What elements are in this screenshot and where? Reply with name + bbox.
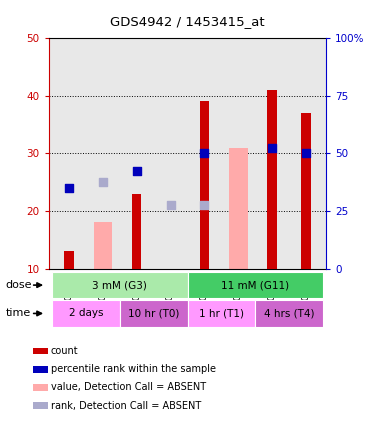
Point xyxy=(303,150,309,157)
Bar xyxy=(200,102,209,269)
Text: count: count xyxy=(51,346,78,356)
Bar xyxy=(132,194,141,269)
Bar xyxy=(33,348,48,354)
Text: 4 hrs (T4): 4 hrs (T4) xyxy=(264,308,314,319)
Text: 11 mM (G11): 11 mM (G11) xyxy=(221,280,289,290)
Text: percentile rank within the sample: percentile rank within the sample xyxy=(51,364,216,374)
Bar xyxy=(94,222,112,269)
Text: 10 hr (T0): 10 hr (T0) xyxy=(128,308,179,319)
Text: rank, Detection Call = ABSENT: rank, Detection Call = ABSENT xyxy=(51,401,201,411)
Point xyxy=(66,184,72,191)
Bar xyxy=(188,272,323,298)
Bar xyxy=(188,300,255,327)
Text: GDS4942 / 1453415_at: GDS4942 / 1453415_at xyxy=(110,15,265,28)
Text: 3 mM (G3): 3 mM (G3) xyxy=(92,280,147,290)
Point xyxy=(100,179,106,186)
Text: time: time xyxy=(6,308,31,319)
Bar xyxy=(229,148,248,269)
Bar xyxy=(120,300,188,327)
Point xyxy=(134,167,140,174)
Bar xyxy=(33,366,48,373)
Point xyxy=(269,144,275,151)
Bar xyxy=(267,90,277,269)
Bar xyxy=(255,300,323,327)
Bar xyxy=(33,402,48,409)
Point xyxy=(168,202,174,209)
Bar xyxy=(52,272,188,298)
Point xyxy=(201,150,207,157)
Text: value, Detection Call = ABSENT: value, Detection Call = ABSENT xyxy=(51,382,206,393)
Bar xyxy=(64,251,74,269)
Point xyxy=(201,202,207,209)
Text: 1 hr (T1): 1 hr (T1) xyxy=(199,308,244,319)
Text: dose: dose xyxy=(6,280,32,290)
Bar xyxy=(52,300,120,327)
Bar xyxy=(301,113,310,269)
Bar xyxy=(33,384,48,391)
Text: 2 days: 2 days xyxy=(69,308,103,319)
